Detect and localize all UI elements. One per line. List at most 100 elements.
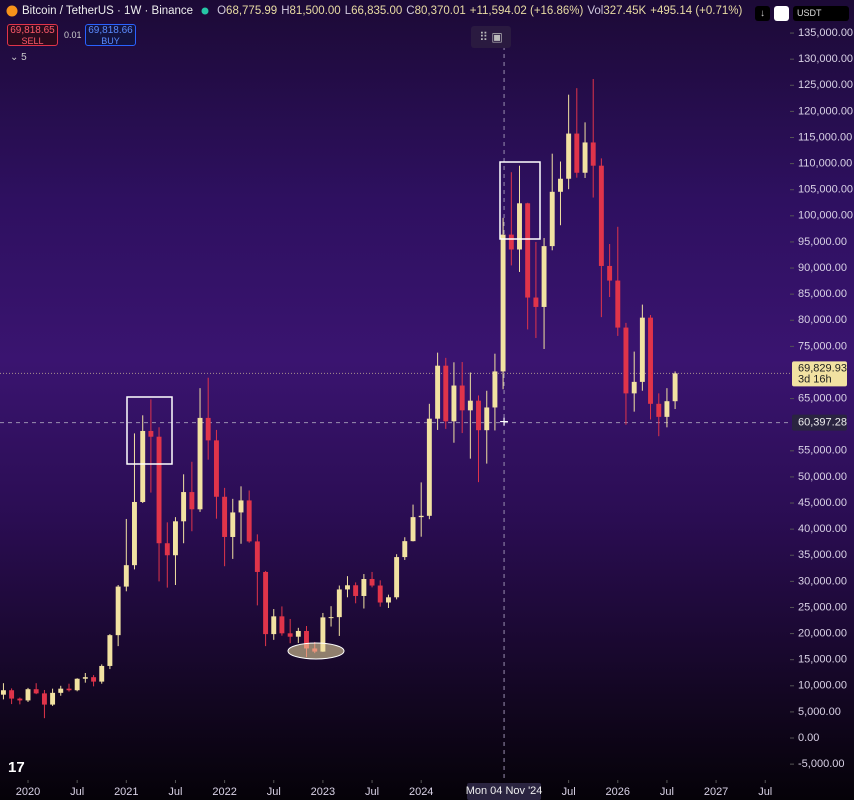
candle-body [615,280,621,328]
candle-body [189,492,195,510]
candle-body [459,385,465,411]
candle-body [377,585,383,603]
symbol[interactable]: Bitcoin / TetherUS · 1W · Binance [22,5,194,17]
y-tick-label: 10,000.00 [798,680,847,692]
candle-body [9,690,15,699]
y-tick-label: 25,000.00 [798,601,847,613]
y-tick-label: 15,000.00 [798,654,847,666]
candle-body [33,689,39,694]
y-tick-label: 90,000.00 [798,262,847,274]
candle-body [328,617,334,619]
candle-body [672,373,678,402]
candle-body [58,688,64,693]
crosshair-cursor: + [499,414,508,431]
candle-body [25,689,31,701]
candle-body [361,579,367,596]
candle-body [17,698,23,701]
legend-label: H [281,5,290,17]
candle-body [82,677,88,679]
crosshair-x-tag [467,783,542,800]
candle-body [99,665,105,682]
settings-button[interactable] [774,6,789,21]
candle-body [304,630,309,649]
legend-value: 327.45K [603,5,647,17]
candle-body [115,586,121,636]
countdown-label: 3d 16h [798,373,832,385]
crosshair-y-label: 60,397.28 [798,417,847,429]
candle-body [336,589,342,618]
candle-body [279,616,285,634]
candle-body [386,597,391,603]
legend-value: 66,835.00 [351,5,403,17]
x-tick-label: 2022 [212,786,236,798]
legend-label: C [406,5,415,17]
candle-body [574,133,580,173]
x-tick-label: Jul [562,786,576,798]
y-tick-label: 55,000.00 [798,445,847,457]
sell-price: 69,818.65 [10,25,55,36]
y-tick-label: 0.00 [798,732,819,744]
candle-body [213,440,219,497]
candle-body [582,142,588,173]
candle-body [492,371,498,408]
candle-body [41,693,47,705]
legend-label: Vol [587,5,604,17]
y-tick-label: 130,000.00 [798,53,853,65]
x-tick-label: 2021 [114,786,138,798]
download-button[interactable]: ↓ [755,6,770,21]
candle-body [517,203,522,250]
candle-body [140,430,146,502]
y-tick-label: 50,000.00 [798,471,847,483]
candle-body [500,234,506,372]
candle-body [394,557,400,598]
candle-body [271,616,277,635]
toolbar-button[interactable]: ⠿ ▣ [471,26,511,48]
legend-value: 80,370.01 [414,5,466,17]
candle-body [410,517,416,542]
sell-button[interactable]: 69,818.65 SELL [7,24,58,46]
y-tick-label: 35,000.00 [798,549,847,561]
tv-logo: 17 [8,759,25,776]
y-tick-label: 125,000.00 [798,79,853,91]
y-tick-label: 100,000.00 [798,210,853,222]
candle-body [656,403,662,417]
btc-icon [6,5,18,17]
candle-body [648,317,653,404]
candle-body [558,178,563,192]
candle-body [353,585,359,596]
buy-price: 69,818.66 [88,25,133,36]
candle-body [91,677,97,682]
candle-body [598,165,604,266]
candle-body [426,418,432,516]
candle-body [205,417,211,441]
indicator-toggle[interactable]: ⌄ 5 [10,52,27,63]
candle-body [0,690,6,695]
x-tick-label: Jul [267,786,281,798]
candle-body [263,571,269,635]
y-tick-label: 45,000.00 [798,497,847,509]
legend-value: +11,594.02 (+16.86%) [469,5,584,17]
legend-label: O [217,5,227,17]
currency-select[interactable]: USDT [793,6,849,21]
candle-body [164,543,170,556]
legend-value: 81,500.00 [289,5,341,17]
candle-body [123,565,129,587]
candle-body [369,579,375,586]
candle-body [295,630,301,637]
annotation-box [126,396,173,465]
y-tick-label: 40,000.00 [798,523,847,535]
buy-button[interactable]: 69,818.66 BUY [85,24,136,46]
y-tick-label: 115,000.00 [798,131,852,143]
candle-body [345,585,350,590]
x-tick-label: 2024 [409,786,433,798]
spread: 0.01 [64,30,82,40]
buy-label: BUY [101,36,120,46]
candle-body [181,492,187,522]
candle-body [74,678,80,691]
candle-body [230,512,236,537]
candle-body [525,203,531,298]
candle-body [476,400,481,431]
x-tick-label: Jul [365,786,379,798]
y-tick-label: 95,000.00 [798,236,847,248]
